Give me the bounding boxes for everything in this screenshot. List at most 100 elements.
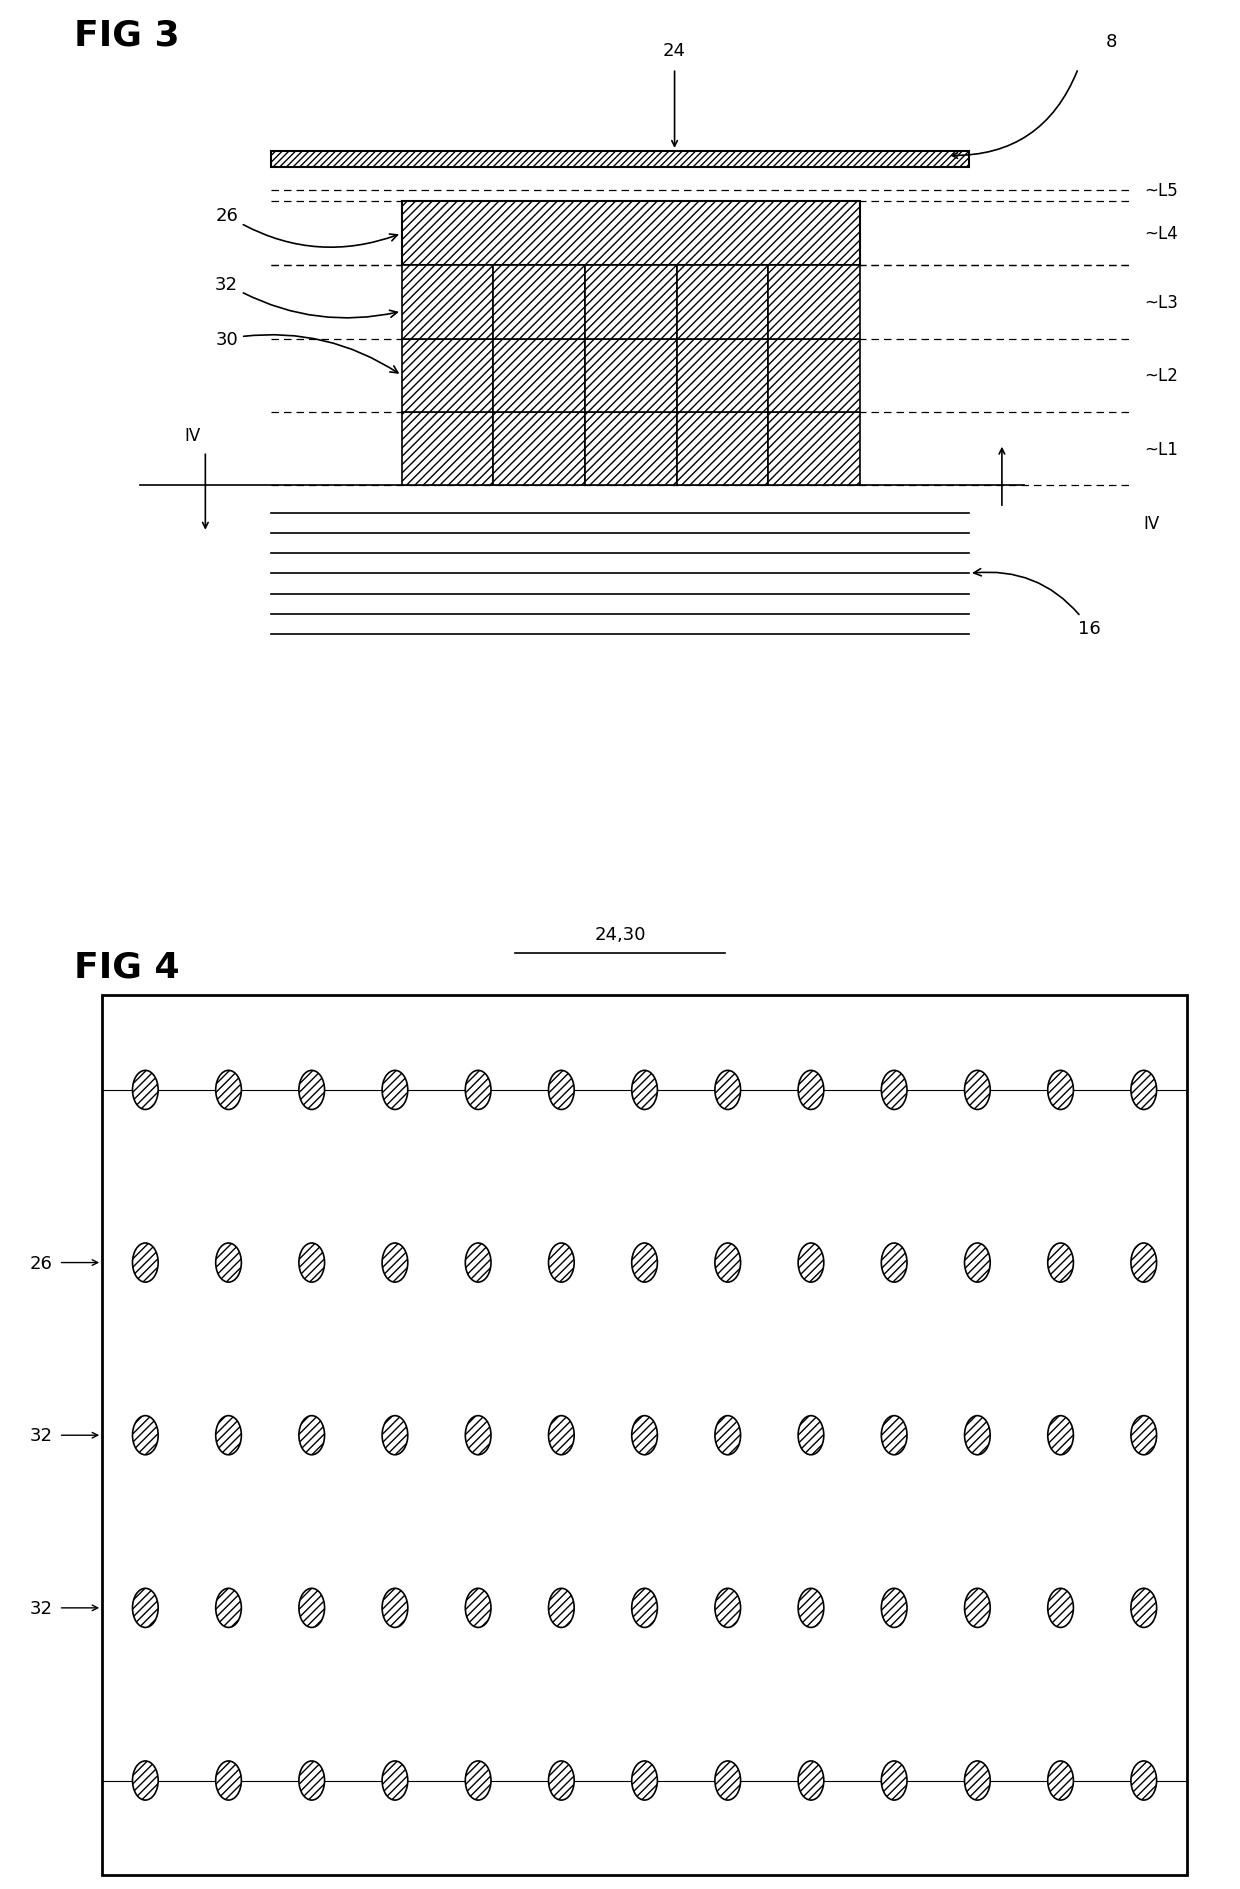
Circle shape xyxy=(465,1243,491,1283)
Circle shape xyxy=(965,1589,991,1628)
Bar xyxy=(402,340,494,414)
Circle shape xyxy=(882,1761,906,1800)
Circle shape xyxy=(382,1417,408,1455)
Circle shape xyxy=(1048,1761,1074,1800)
Circle shape xyxy=(548,1761,574,1800)
Circle shape xyxy=(631,1589,657,1628)
Circle shape xyxy=(715,1417,740,1455)
Bar xyxy=(494,414,585,485)
Circle shape xyxy=(631,1071,657,1111)
Bar xyxy=(494,266,585,340)
Circle shape xyxy=(548,1071,574,1111)
Text: ~L5: ~L5 xyxy=(1143,181,1178,200)
Circle shape xyxy=(631,1417,657,1455)
Circle shape xyxy=(382,1589,408,1628)
Circle shape xyxy=(216,1589,242,1628)
Bar xyxy=(677,414,769,485)
Circle shape xyxy=(133,1417,159,1455)
Circle shape xyxy=(1131,1243,1157,1283)
Circle shape xyxy=(965,1761,991,1800)
Circle shape xyxy=(1048,1589,1074,1628)
Bar xyxy=(769,340,861,414)
Bar xyxy=(769,414,861,485)
Circle shape xyxy=(1048,1243,1074,1283)
Circle shape xyxy=(382,1761,408,1800)
Circle shape xyxy=(799,1589,823,1628)
Circle shape xyxy=(1048,1417,1074,1455)
Circle shape xyxy=(715,1243,740,1283)
Text: 26: 26 xyxy=(216,208,397,247)
Text: 16: 16 xyxy=(973,569,1101,638)
Circle shape xyxy=(799,1417,823,1455)
Circle shape xyxy=(216,1243,242,1283)
Circle shape xyxy=(1131,1589,1157,1628)
Circle shape xyxy=(1131,1761,1157,1800)
Bar xyxy=(585,266,677,340)
Circle shape xyxy=(631,1243,657,1283)
Bar xyxy=(677,340,769,414)
Circle shape xyxy=(548,1417,574,1455)
Circle shape xyxy=(882,1243,906,1283)
Circle shape xyxy=(216,1071,242,1111)
Bar xyxy=(402,266,494,340)
Circle shape xyxy=(799,1761,823,1800)
Text: ~L2: ~L2 xyxy=(1143,366,1178,385)
Circle shape xyxy=(465,1761,491,1800)
Circle shape xyxy=(133,1761,159,1800)
Circle shape xyxy=(465,1417,491,1455)
Circle shape xyxy=(715,1071,740,1111)
Circle shape xyxy=(465,1589,491,1628)
Circle shape xyxy=(1131,1417,1157,1455)
Circle shape xyxy=(1048,1071,1074,1111)
Text: IV: IV xyxy=(185,427,201,444)
Circle shape xyxy=(882,1071,906,1111)
Text: ~L1: ~L1 xyxy=(1143,440,1178,459)
Text: FIG 4: FIG 4 xyxy=(74,950,180,984)
Circle shape xyxy=(548,1243,574,1283)
Bar xyxy=(270,151,970,168)
Circle shape xyxy=(133,1071,159,1111)
Text: 24,30: 24,30 xyxy=(594,926,646,944)
Circle shape xyxy=(965,1417,991,1455)
Text: 32: 32 xyxy=(215,276,397,319)
Circle shape xyxy=(216,1761,242,1800)
Circle shape xyxy=(715,1761,740,1800)
Circle shape xyxy=(631,1761,657,1800)
Circle shape xyxy=(965,1243,991,1283)
Bar xyxy=(585,340,677,414)
Circle shape xyxy=(799,1243,823,1283)
Bar xyxy=(402,202,861,266)
Bar xyxy=(402,414,494,485)
Circle shape xyxy=(299,1761,325,1800)
Text: 32: 32 xyxy=(30,1598,52,1617)
Circle shape xyxy=(216,1417,242,1455)
Circle shape xyxy=(882,1417,906,1455)
Text: 24: 24 xyxy=(663,42,686,60)
Circle shape xyxy=(299,1417,325,1455)
Bar xyxy=(494,340,585,414)
Bar xyxy=(585,414,677,485)
Text: 26: 26 xyxy=(30,1254,52,1271)
Bar xyxy=(102,996,1187,1876)
Text: 30: 30 xyxy=(216,331,398,374)
Circle shape xyxy=(548,1589,574,1628)
Circle shape xyxy=(799,1071,823,1111)
Circle shape xyxy=(715,1589,740,1628)
Bar xyxy=(677,266,769,340)
Circle shape xyxy=(299,1589,325,1628)
Circle shape xyxy=(299,1243,325,1283)
Text: IV: IV xyxy=(1143,514,1161,533)
Text: FIG 3: FIG 3 xyxy=(74,19,180,53)
Text: 32: 32 xyxy=(30,1426,52,1445)
Circle shape xyxy=(382,1243,408,1283)
Circle shape xyxy=(299,1071,325,1111)
Circle shape xyxy=(133,1589,159,1628)
Text: ~L3: ~L3 xyxy=(1143,295,1178,312)
Circle shape xyxy=(1131,1071,1157,1111)
Circle shape xyxy=(882,1589,906,1628)
Text: 8: 8 xyxy=(1105,32,1117,51)
Circle shape xyxy=(382,1071,408,1111)
Circle shape xyxy=(965,1071,991,1111)
Text: ~L4: ~L4 xyxy=(1143,225,1178,244)
Circle shape xyxy=(133,1243,159,1283)
